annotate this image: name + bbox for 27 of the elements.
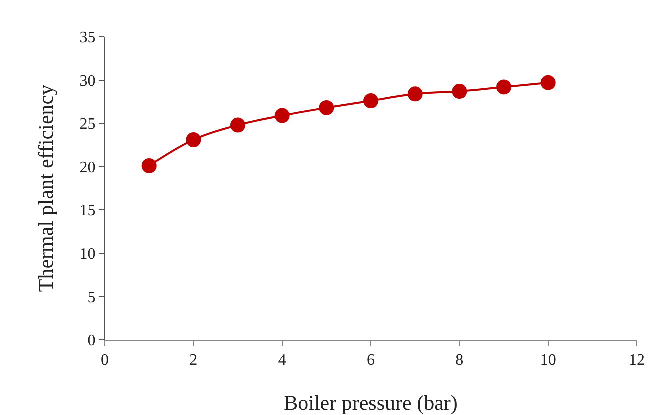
- x-tick-label: 4: [278, 352, 286, 370]
- y-tick-label: 35: [80, 30, 96, 47]
- y-tick-label: 10: [80, 246, 96, 264]
- x-tick-label: 12: [629, 352, 645, 370]
- x-tick-label: 10: [540, 352, 556, 370]
- x-axis-title: Boiler pressure (bar): [284, 391, 458, 415]
- y-tick-label: 15: [80, 202, 96, 220]
- y-tick-label: 30: [80, 72, 96, 90]
- y-tick-label: 25: [80, 116, 96, 134]
- y-tick-label: 5: [88, 289, 96, 306]
- x-tick-label: 0: [101, 352, 109, 370]
- y-tick-label: 20: [80, 159, 96, 176]
- point: [364, 94, 378, 109]
- x-tick-label: 6: [367, 352, 375, 370]
- x-tick-label: 2: [190, 352, 198, 370]
- x-tick-label: 8: [456, 352, 464, 370]
- point: [496, 80, 512, 95]
- point: [319, 100, 334, 116]
- point: [142, 158, 157, 174]
- point: [186, 132, 202, 148]
- y-tick-label: 0: [88, 332, 96, 350]
- point: [540, 75, 556, 90]
- y-axis-title: Thermal plant efficiency: [34, 84, 58, 292]
- point: [274, 108, 290, 124]
- point: [408, 86, 423, 102]
- point: [452, 84, 468, 100]
- point: [230, 118, 246, 133]
